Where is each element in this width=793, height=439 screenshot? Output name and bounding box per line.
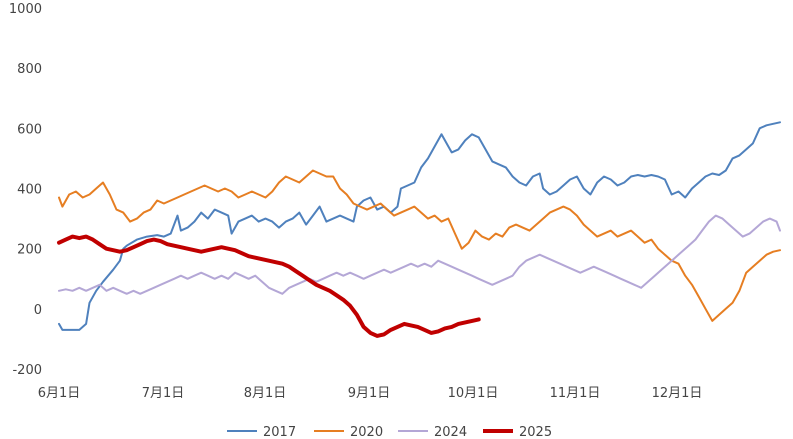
x-tick-label: 8月1日 bbox=[244, 386, 287, 401]
x-tick-label: 11月1日 bbox=[550, 386, 601, 401]
y-tick-label: 0 bbox=[34, 303, 42, 318]
y-tick-label: 1000 bbox=[9, 2, 42, 17]
y-tick-label: 800 bbox=[17, 62, 42, 77]
series-line-2025 bbox=[57, 234, 481, 338]
x-tick-label: 12月1日 bbox=[652, 386, 703, 401]
legend-label-2025: 2025 bbox=[519, 425, 552, 439]
x-tick-label: 9月1日 bbox=[348, 386, 391, 401]
legend: 2017 2020 2024 2025 bbox=[227, 425, 552, 439]
y-tick-label: 400 bbox=[17, 183, 42, 198]
y-tick-label: -200 bbox=[12, 363, 42, 378]
x-axis-ticks: 6月1日 7月1日 8月1日 9月1日 10月1日 11月1日 12月1日 bbox=[38, 386, 703, 401]
series-line-2024 bbox=[58, 214, 781, 295]
y-tick-label: 200 bbox=[17, 243, 42, 258]
y-axis-ticks: 1000 800 600 400 200 0 -200 bbox=[9, 2, 42, 378]
series-lines bbox=[57, 121, 781, 338]
x-tick-label: 7月1日 bbox=[142, 386, 185, 401]
x-tick-label: 10月1日 bbox=[448, 386, 499, 401]
legend-label-2020: 2020 bbox=[350, 425, 383, 439]
legend-label-2024: 2024 bbox=[434, 425, 467, 439]
y-tick-label: 600 bbox=[17, 122, 42, 137]
series-line-2020 bbox=[58, 169, 781, 322]
series-line-2017 bbox=[58, 121, 781, 331]
x-tick-label: 6月1日 bbox=[38, 386, 81, 401]
legend-label-2017: 2017 bbox=[263, 425, 296, 439]
